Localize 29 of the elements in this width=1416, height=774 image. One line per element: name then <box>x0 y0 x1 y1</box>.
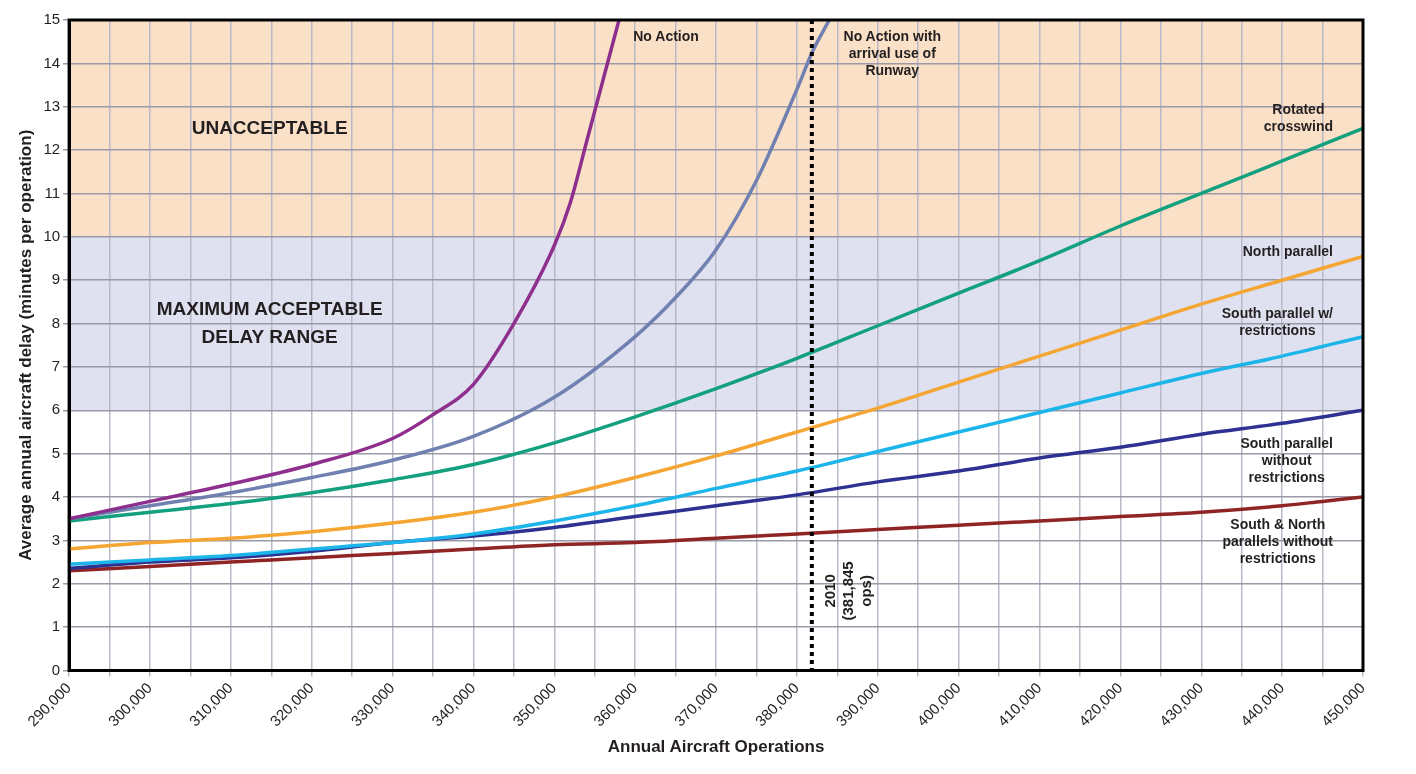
band-label: UNACCEPTABLE <box>191 116 348 138</box>
y-tick-label: 10 <box>43 226 61 244</box>
y-tick-label: 1 <box>51 617 61 635</box>
y-tick-label: 9 <box>51 270 61 288</box>
y-tick-label: 8 <box>51 313 61 331</box>
y-tick-label: 13 <box>43 96 61 114</box>
y-tick-label: 4 <box>51 487 61 505</box>
series-label: No Action with arrival use of Runway <box>843 27 941 78</box>
y-axis-title: Average annual aircraft delay (minutes per operation) <box>15 129 35 561</box>
series-label: North parallel <box>1242 243 1333 260</box>
y-tick-label: 7 <box>51 357 61 375</box>
series-label: South & North parallels without restrictions <box>1222 516 1334 567</box>
y-tick-label: 5 <box>51 443 61 461</box>
y-tick-label: 3 <box>51 530 61 548</box>
y-tick-label: 14 <box>43 53 61 71</box>
series-label: South parallel w/ restrictions <box>1221 304 1334 338</box>
y-tick-label: 11 <box>44 183 61 201</box>
y-tick-label: 0 <box>51 660 61 678</box>
y-tick-label: 15 <box>43 10 61 28</box>
series-label: Rotated crosswind <box>1263 101 1333 135</box>
y-tick-label: 6 <box>51 400 61 418</box>
y-tick-label: 12 <box>43 140 61 158</box>
ref-line-label: 2010 (381,845 ops) <box>821 561 875 621</box>
y-tick-label: 2 <box>51 573 61 591</box>
band-label: MAXIMUM ACCEPTABLE DELAY RANGE <box>156 297 383 347</box>
x-axis-title: Annual Aircraft Operations <box>607 737 825 757</box>
series-label: South parallel without restrictions <box>1240 434 1333 485</box>
line-series <box>69 20 621 521</box>
series-label: No Action <box>633 27 699 44</box>
